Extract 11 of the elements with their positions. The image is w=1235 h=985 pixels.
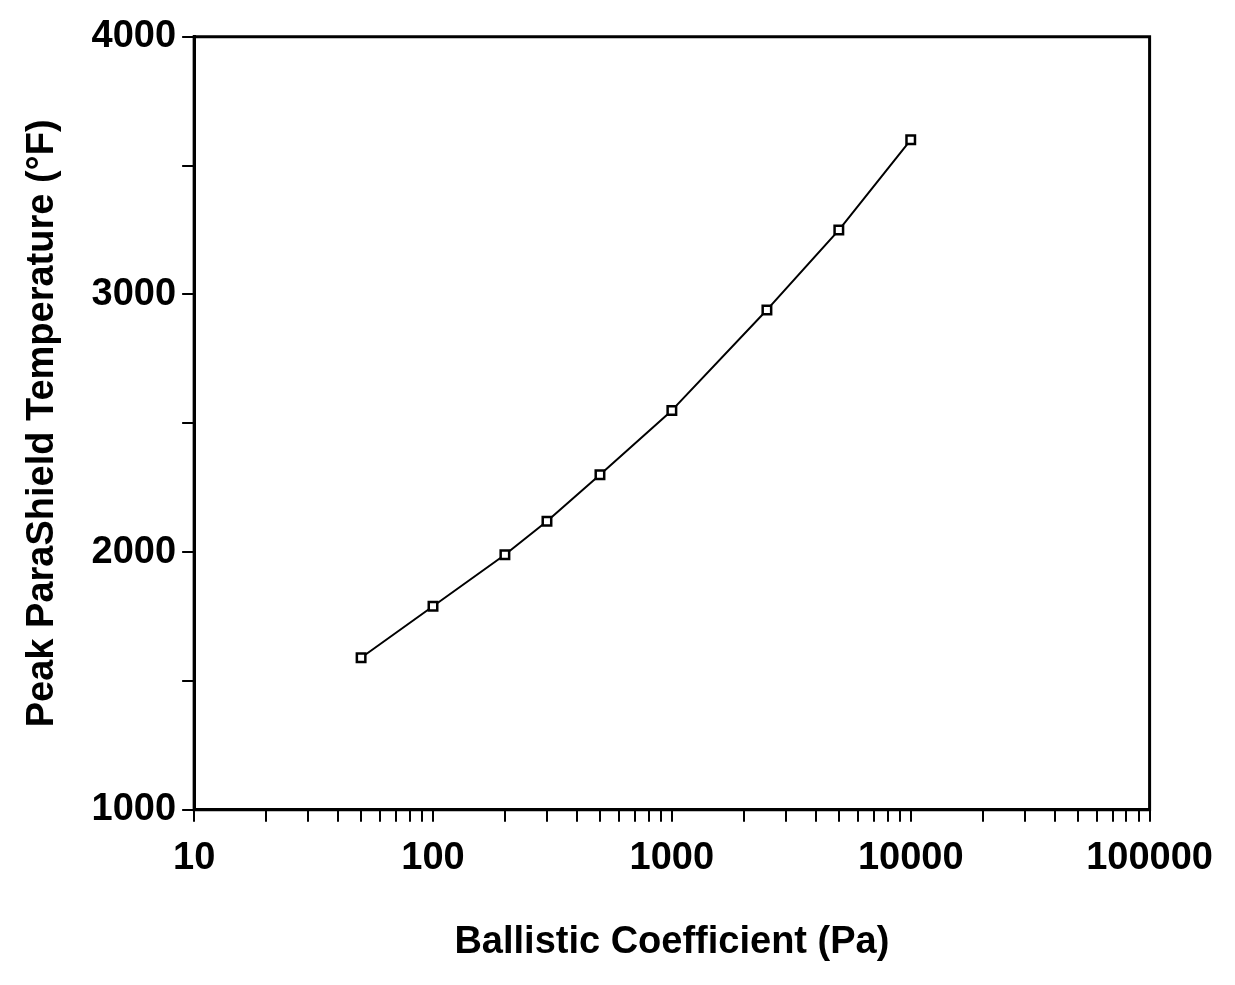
y-axis-title: Peak ParaShield Temperature (°F) bbox=[19, 119, 62, 728]
y-tick-label: 4000 bbox=[91, 13, 177, 56]
x-tick-label: 10000 bbox=[857, 835, 964, 878]
x-tick-label: 10 bbox=[172, 835, 216, 878]
x-axis-title: Ballistic Coefficient (Pa) bbox=[454, 918, 890, 961]
y-tick-label: 3000 bbox=[91, 270, 177, 313]
x-tick-label: 100 bbox=[401, 835, 465, 878]
y-tick-label: 1000 bbox=[91, 786, 177, 829]
x-tick-label: 100000 bbox=[1086, 835, 1213, 878]
x-tick-label: 1000 bbox=[629, 835, 715, 878]
y-tick-label: 2000 bbox=[91, 528, 177, 571]
